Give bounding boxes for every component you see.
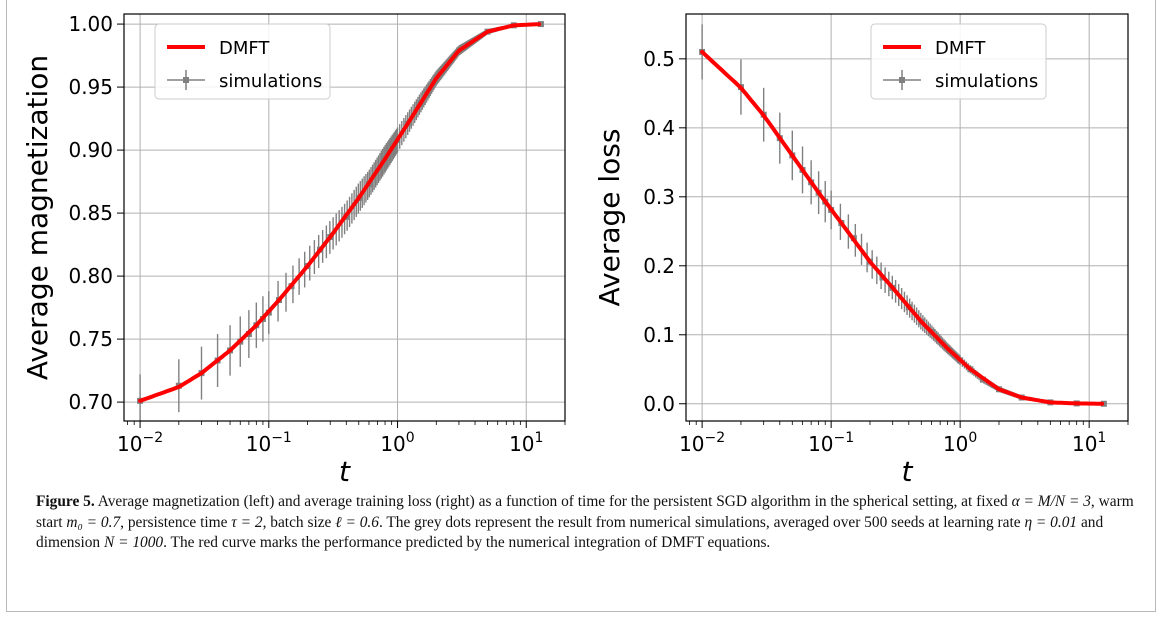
figure-caption: Figure 5. Average magnetization (left) a…: [36, 492, 1136, 554]
x-axis-label: t: [902, 455, 914, 488]
plot-area: [699, 24, 1107, 407]
y-tick-label: 0.0: [643, 392, 675, 416]
legend-sim-swatch-marker: [183, 77, 189, 83]
legend-dmft-label: DMFT: [935, 38, 986, 59]
x-tick-label: 100: [380, 430, 414, 456]
caption-text: Average magnetization (left) and average…: [36, 493, 1134, 551]
caption-math: N = 1000: [103, 534, 164, 551]
y-tick-label: 0.85: [68, 201, 113, 225]
caption-math: α = M/N = 3: [1011, 493, 1091, 510]
figure-frame: [6, 0, 1156, 612]
caption-text-part: . The grey dots represent the result fro…: [378, 513, 1025, 531]
x-axis-label: t: [339, 455, 351, 488]
y-tick-label: 1.00: [68, 12, 113, 36]
y-tick-label: 0.80: [68, 264, 113, 288]
y-tick-label: 0.5: [643, 47, 675, 71]
caption-text-part: . The red curve marks the performance pr…: [163, 534, 771, 551]
caption-text-part: , persistence time: [120, 513, 232, 531]
axes-frame: [685, 13, 1129, 422]
x-tick-label: 101: [509, 430, 543, 456]
caption-text-part: , warm start: [36, 493, 1134, 531]
legend: DMFT simulations: [870, 23, 1047, 100]
y-tick-label: 0.1: [643, 323, 675, 347]
chart-panel-magnetization: 10−2 10−1 100 101 0.70 0.75 0.80 0.85 0.90 0.95 1.…: [21, 12, 566, 488]
y-tick-label: 0.90: [68, 138, 113, 162]
legend-dmft-label: DMFT: [219, 38, 270, 59]
plot-area: [137, 21, 544, 421]
y-axis-label: Average magnetization: [21, 55, 54, 380]
caption-text-part: , batch size: [262, 513, 336, 531]
series-dmft-line: [138, 22, 542, 403]
legend: DMFT simulations: [154, 23, 331, 100]
figure-label: Figure 5.: [36, 493, 95, 510]
x-tick-label: 10−2: [679, 430, 725, 456]
chart-panel-loss: 10−2 10−1 100 101 0.0 0.1 0.2 0.3 0.4 0.5 t Average…: [593, 13, 1129, 488]
x-tick-label: 10−1: [246, 430, 292, 456]
series-dmft-line: [700, 49, 1105, 406]
caption-math: τ = 2: [231, 513, 263, 531]
axes-frame: [123, 13, 566, 422]
caption-math: η = 0.01: [1024, 513, 1078, 531]
caption-text-part: and dimension: [36, 513, 1104, 552]
legend-sim-swatch-marker: [899, 77, 905, 83]
y-tick-label: 0.2: [643, 254, 675, 278]
y-axis-label: Average loss: [593, 129, 626, 307]
figure-plots: 10−2 10−1 100 101 0.70 0.75 0.80 0.85 0.90 0.95 1.…: [21, 12, 1129, 488]
y-tick-label: 0.70: [68, 390, 113, 414]
caption-text-part: Average magnetization (left) and average…: [94, 493, 1012, 510]
caption-math: ℓ = 0.6: [335, 513, 379, 531]
y-tick-label: 0.3: [643, 185, 675, 209]
x-tick-label: 10−1: [808, 430, 854, 456]
legend-sim-label: simulations: [219, 71, 322, 92]
legend-sim-label: simulations: [935, 71, 1038, 92]
y-tick-label: 0.95: [68, 75, 113, 99]
x-tick-label: 10−2: [117, 430, 163, 456]
x-tick-label: 100: [943, 430, 977, 456]
x-tick-label: 101: [1072, 430, 1106, 456]
caption-math: m₀ = 0.7: [66, 513, 121, 531]
y-tick-label: 0.75: [68, 327, 113, 351]
y-tick-label: 0.4: [643, 116, 675, 140]
